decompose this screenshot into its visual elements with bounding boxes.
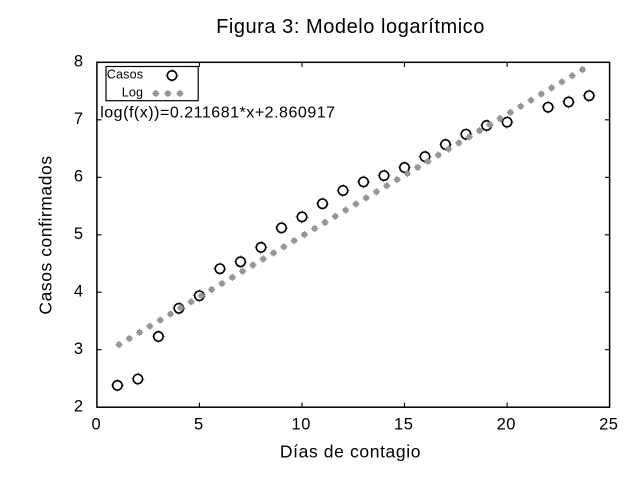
svg-text:5: 5 <box>74 225 83 243</box>
svg-text:Figura 3: Modelo logarítmico: Figura 3: Modelo logarítmico <box>216 16 485 38</box>
svg-text:Log: Log <box>122 86 143 100</box>
svg-text:15: 15 <box>394 416 413 434</box>
svg-text:0: 0 <box>92 416 101 434</box>
svg-text:Casos: Casos <box>107 67 143 81</box>
svg-text:log(f(x))=0.211681*x+2.860917: log(f(x))=0.211681*x+2.860917 <box>100 105 335 122</box>
svg-text:6: 6 <box>74 167 83 185</box>
svg-text:10: 10 <box>292 416 311 434</box>
svg-text:Casos confirmados: Casos confirmados <box>36 155 56 314</box>
svg-text:5: 5 <box>194 416 203 434</box>
svg-text:25: 25 <box>599 416 618 434</box>
svg-text:7: 7 <box>74 110 83 128</box>
svg-text:4: 4 <box>74 282 83 300</box>
svg-text:2: 2 <box>74 397 83 415</box>
svg-text:8: 8 <box>74 52 83 70</box>
svg-text:20: 20 <box>497 416 516 434</box>
svg-text:Días de contagio: Días de contagio <box>280 441 421 461</box>
svg-text:3: 3 <box>74 340 83 358</box>
